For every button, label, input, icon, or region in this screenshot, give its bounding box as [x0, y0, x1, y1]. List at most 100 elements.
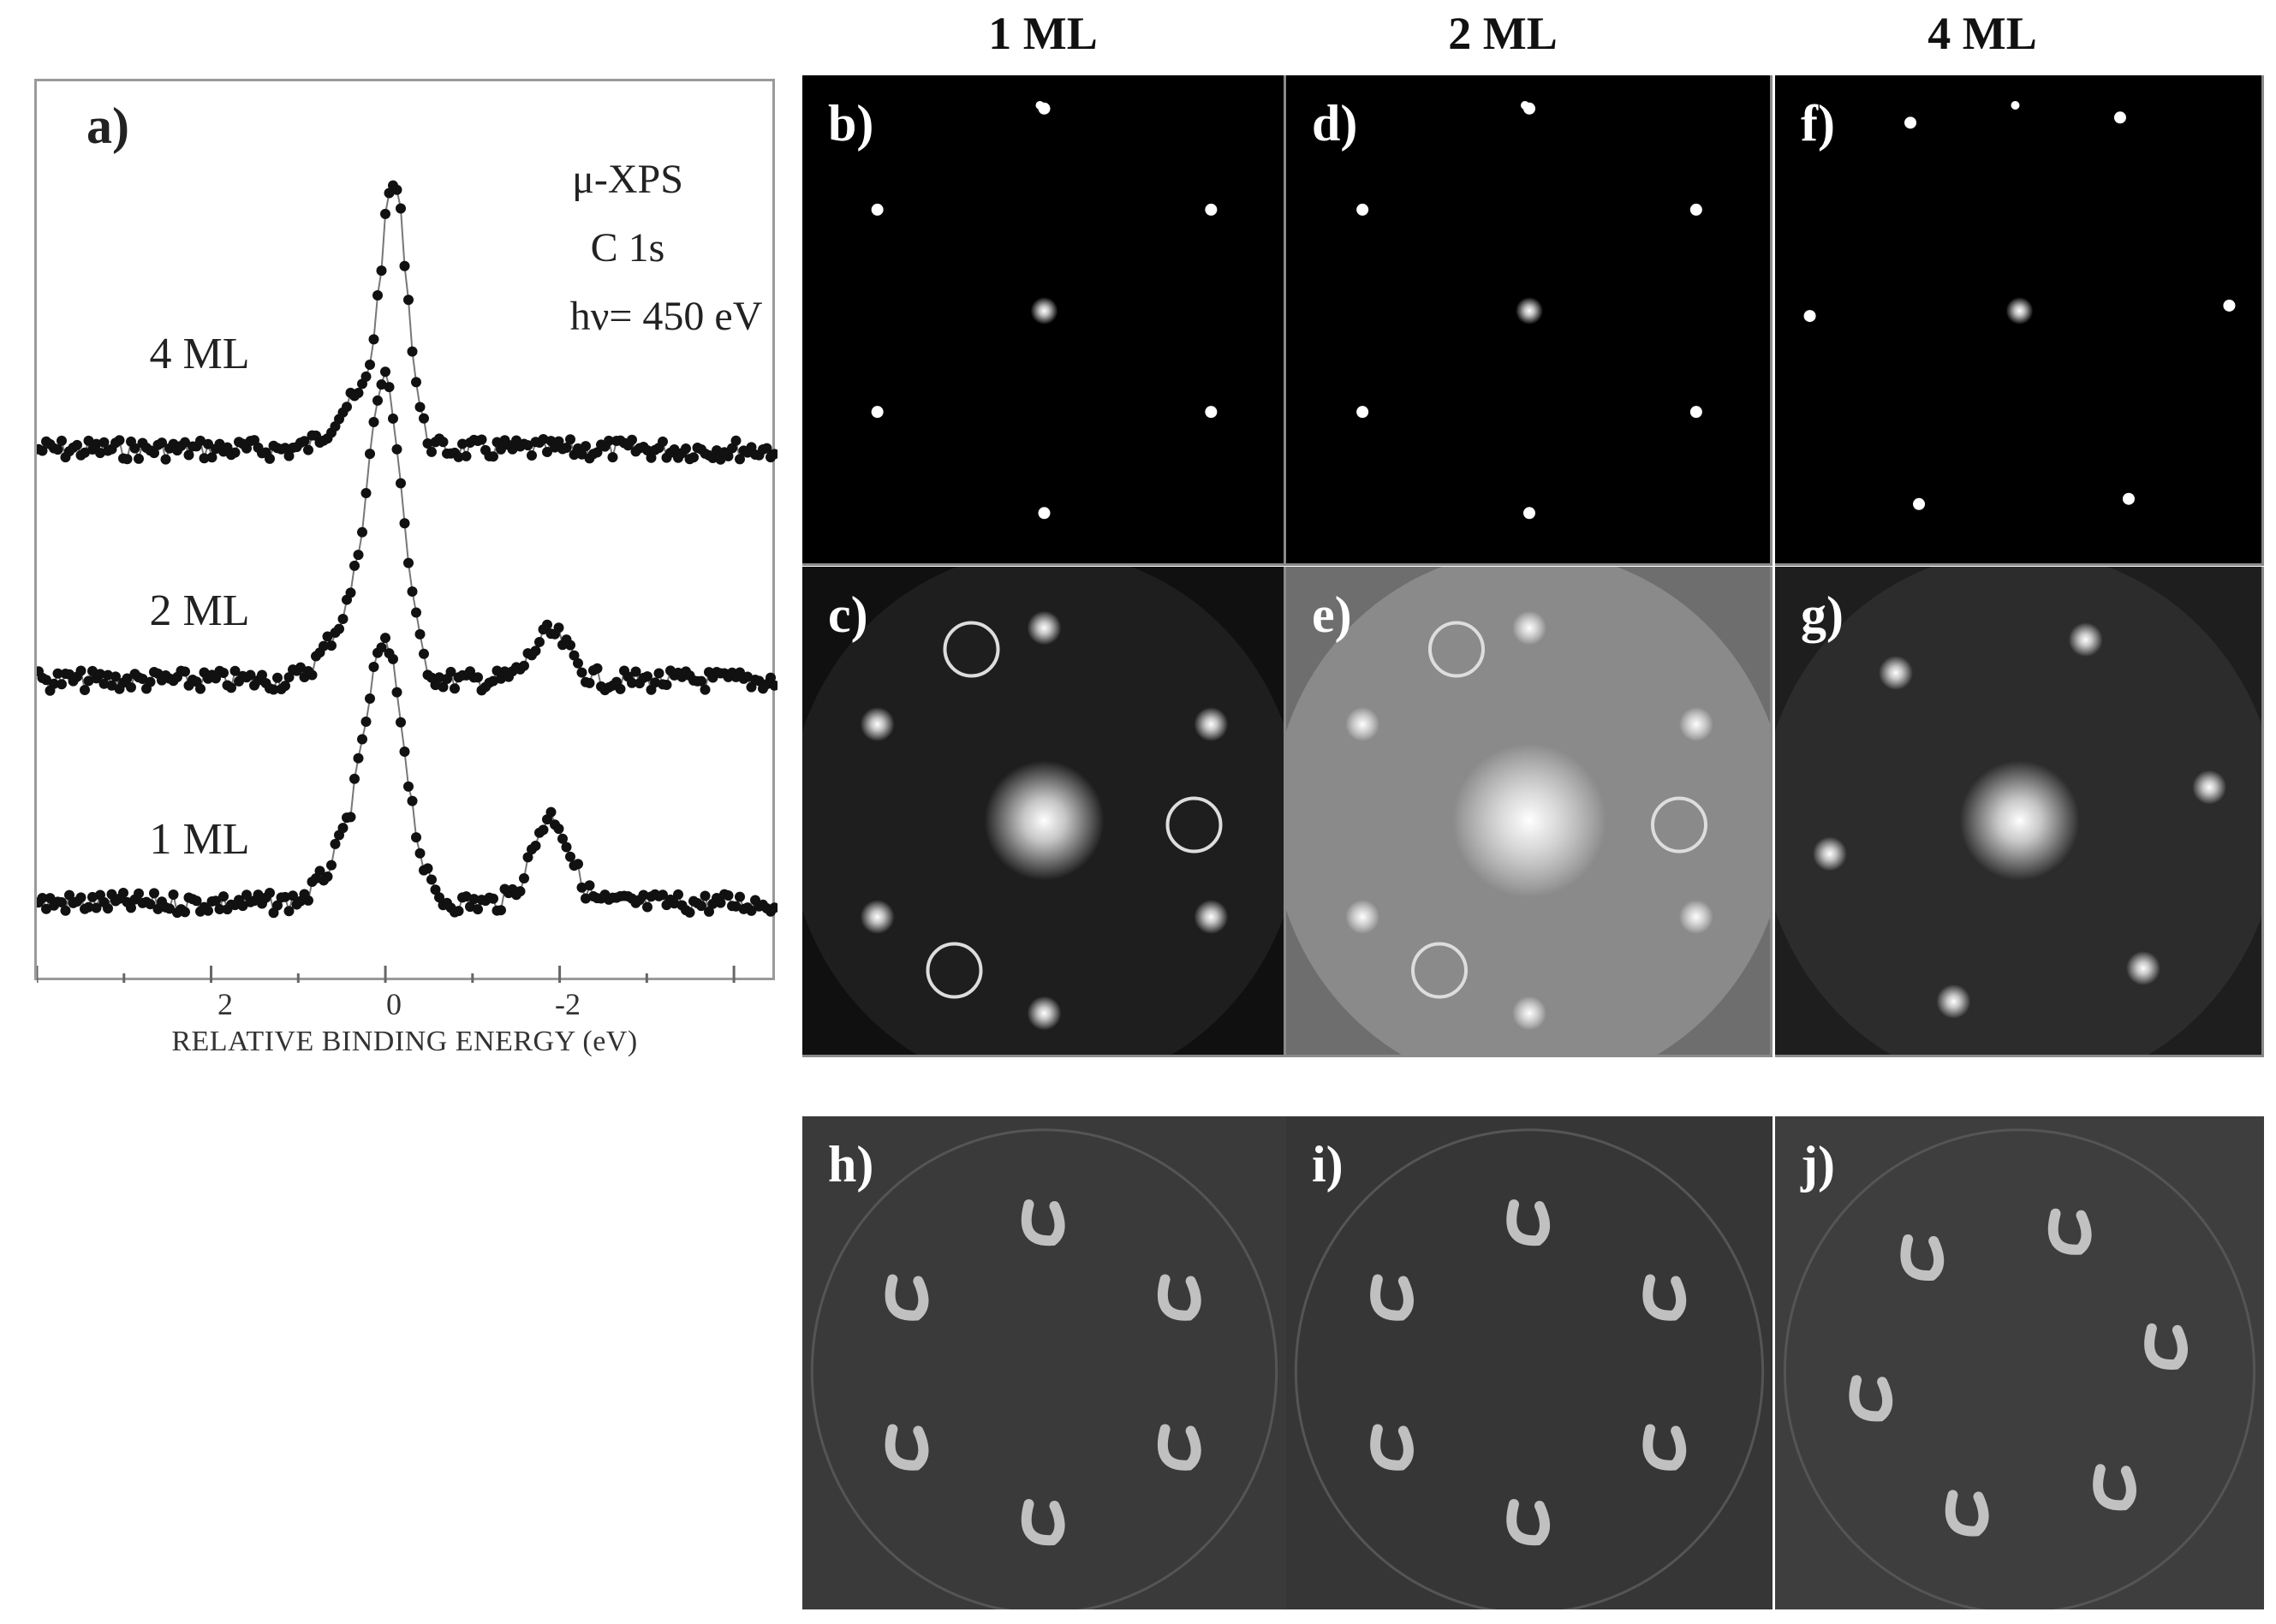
domain-blob [1157, 1424, 1201, 1471]
xps-point [496, 905, 506, 916]
panel-letter-e: e) [1312, 586, 1352, 643]
xps-point [681, 443, 691, 455]
xps-point [129, 443, 140, 454]
field-of-view-ring [1294, 1128, 1765, 1609]
xps-point [245, 669, 256, 681]
xps-point [581, 893, 591, 904]
xps-point [195, 683, 206, 694]
xps-point [326, 860, 337, 871]
xps-point [122, 454, 133, 465]
xps-point [391, 184, 402, 195]
xps-point [742, 671, 753, 682]
xps-point [83, 435, 94, 446]
xps-point [438, 437, 449, 448]
xps-point [195, 435, 206, 446]
xps-point [37, 445, 48, 456]
pattern-image [871, 101, 1218, 520]
xps-point [337, 823, 349, 834]
diffraction-spot [1521, 101, 1529, 110]
diffraction-spot [1812, 836, 1847, 871]
pattern-image [1803, 101, 2236, 510]
domain-blob [1642, 1424, 1687, 1471]
xps-point [561, 842, 572, 853]
xps-point [330, 838, 341, 849]
domain-blob [885, 1424, 929, 1471]
xps-point [334, 623, 344, 634]
xps-point [303, 444, 313, 455]
xps-point [206, 452, 217, 463]
panel-letter-g: g) [1801, 586, 1844, 643]
xps-point [411, 377, 421, 388]
diffraction-spot [2125, 950, 2160, 985]
xps-point [403, 557, 414, 568]
xps-point [376, 379, 387, 390]
xps-point [542, 446, 552, 457]
field-of-view-ring [1784, 1128, 2255, 1609]
xps-point [365, 693, 375, 704]
xps-point [396, 203, 406, 214]
xps-point [403, 781, 414, 792]
xps-point [353, 550, 364, 561]
xps-point [380, 633, 390, 644]
xps-point [653, 668, 664, 679]
xps-point [746, 905, 757, 916]
highlight-circle [1165, 796, 1223, 854]
xps-point [80, 685, 90, 696]
center-spot [1516, 297, 1543, 325]
xps-point [199, 453, 210, 464]
xps-point [434, 892, 444, 903]
xps-series-4ml [37, 180, 778, 465]
xps-point [561, 442, 572, 453]
xps-point [380, 208, 390, 219]
panel-letter-d: d) [1312, 95, 1358, 152]
xps-point [98, 678, 110, 689]
diffraction-spot [2068, 622, 2103, 657]
image-panel-b: b) [802, 75, 1286, 566]
xps-point [542, 619, 552, 630]
xps-point [345, 812, 356, 823]
xps-point [650, 677, 660, 688]
xps-point [191, 895, 202, 907]
xps-point [164, 903, 175, 914]
xps-point [707, 452, 718, 463]
xps-point [237, 901, 248, 912]
xps-point [114, 435, 125, 446]
xps-point [283, 450, 295, 461]
xps-point [735, 891, 745, 902]
xps-point [496, 443, 506, 455]
xps-point [519, 660, 529, 671]
domain-blob [1021, 1499, 1065, 1546]
xps-point [37, 893, 48, 904]
xps-point [126, 902, 136, 913]
xps-point [642, 901, 652, 913]
xps-point [160, 454, 171, 465]
xps-point [445, 666, 456, 677]
xps-point [569, 650, 580, 661]
center-spot [1959, 760, 2080, 881]
xps-point [581, 441, 591, 452]
xps-point [438, 681, 449, 693]
xps-point [380, 366, 390, 378]
xps-point [399, 746, 410, 757]
diffraction-spot [2223, 299, 2236, 312]
xps-point [353, 387, 364, 398]
xps-point [642, 671, 652, 682]
xps-point [715, 897, 726, 908]
xps-point [322, 871, 333, 882]
xps-point [349, 773, 360, 784]
highlight-circle [943, 621, 1000, 678]
xps-point [376, 642, 387, 653]
xps-point [553, 436, 564, 447]
panel-letter-f: f) [1801, 95, 1835, 152]
highlight-circle [1651, 796, 1707, 854]
xps-point [95, 448, 105, 459]
xps-point [353, 753, 364, 764]
xps-point [283, 672, 295, 683]
diffraction-spot [1689, 203, 1702, 216]
xps-point [426, 446, 437, 457]
xps-point [360, 487, 372, 498]
domain-blob [1642, 1274, 1687, 1321]
panel-letter-b: b) [828, 95, 874, 152]
highlight-circle [1428, 621, 1485, 678]
xps-point [83, 675, 94, 687]
